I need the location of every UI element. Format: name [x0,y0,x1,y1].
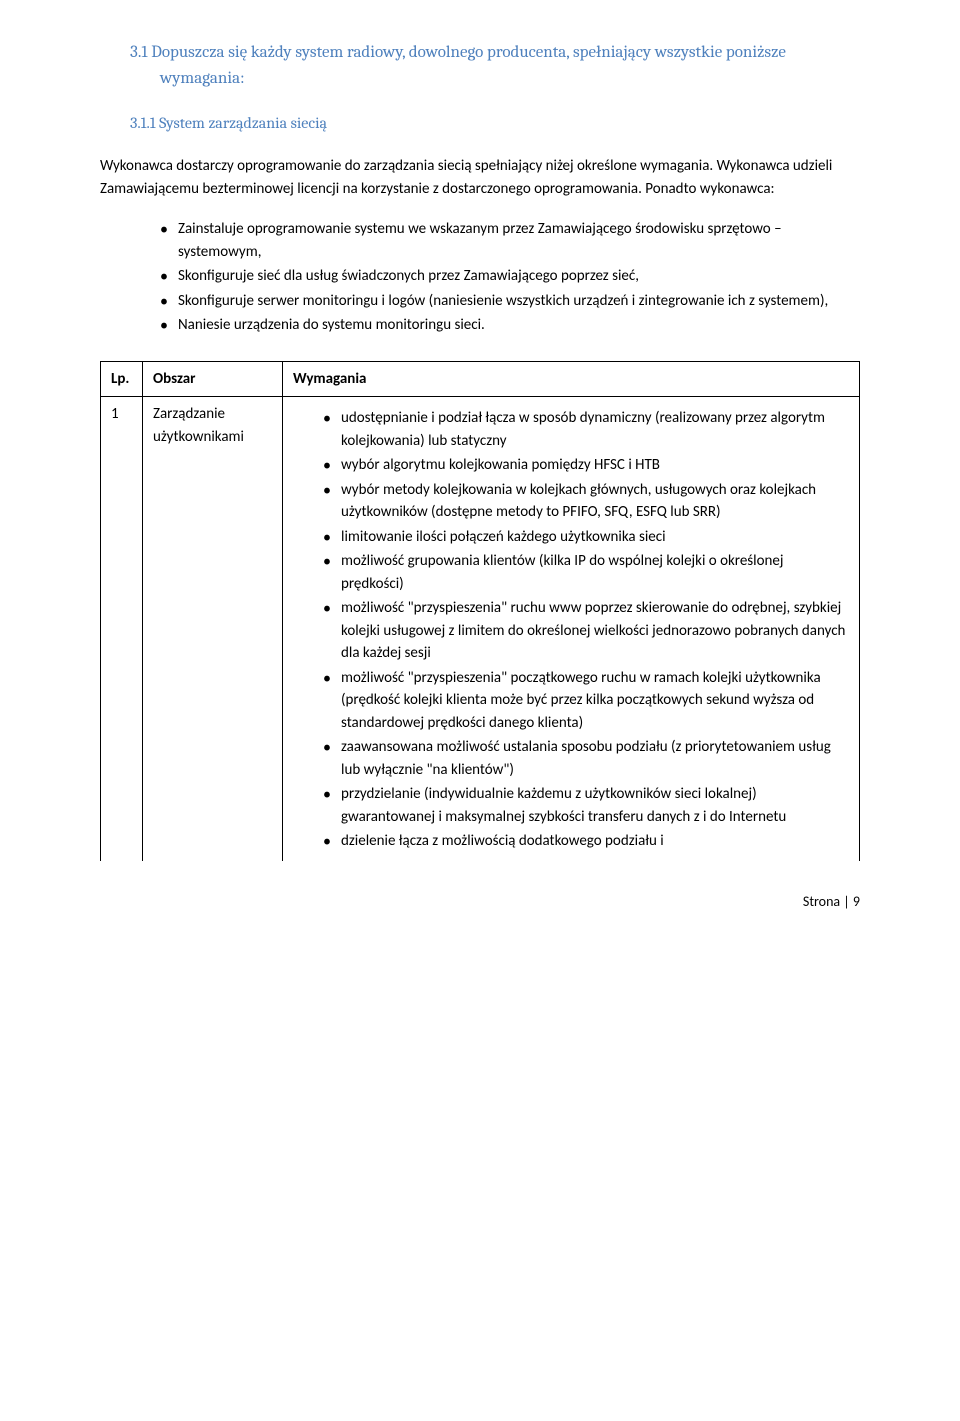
list-item: możliwość "przyspieszenia" początkowego … [323,667,849,735]
table-row: 1 Zarządzanie użytkownikami udostępniani… [101,397,860,861]
table-header-wymagania: Wymagania [283,361,860,397]
requirements-table: Lp. Obszar Wymagania 1 Zarządzanie użytk… [100,361,860,861]
list-item: Skonfiguruje serwer monitoringu i logów … [160,290,860,313]
list-item: Naniesie urządzenia do systemu monitorin… [160,314,860,337]
list-item: możliwość grupowania klientów (kilka IP … [323,550,849,595]
table-cell-area: Zarządzanie użytkownikami [143,397,283,861]
page-footer: Strona | 9 [100,891,860,912]
list-item: Skonfiguruje sieć dla usług świadczonych… [160,265,860,288]
requirements-bullet-list: Zainstaluje oprogramowanie systemu we ws… [160,218,860,337]
list-item: wybór metody kolejkowania w kolejkach gł… [323,479,849,524]
list-item: udostępnianie i podział łącza w sposób d… [323,407,849,452]
list-item: limitowanie ilości połączeń każdego użyt… [323,526,849,549]
list-item: możliwość "przyspieszenia" ruchu www pop… [323,597,849,665]
paragraph-intro: Wykonawca dostarczy oprogramowanie do za… [100,155,860,200]
heading-section-3-1-1: 3.1.1 System zarządzania siecią [100,111,860,135]
list-item: dzielenie łącza z możliwością dodatkoweg… [323,830,849,853]
list-item: przydzielanie (indywidualnie każdemu z u… [323,783,849,828]
table-cell-requirements: udostępnianie i podział łącza w sposób d… [283,397,860,861]
heading-section-3-1: 3.1 Dopuszcza się każdy system radiowy, … [100,40,860,91]
list-item: wybór algorytmu kolejkowania pomiędzy HF… [323,454,849,477]
list-item: zaawansowana możliwość ustalania sposobu… [323,736,849,781]
table-header-row: Lp. Obszar Wymagania [101,361,860,397]
list-item: Zainstaluje oprogramowanie systemu we ws… [160,218,860,263]
table-bullet-list: udostępnianie i podział łącza w sposób d… [323,403,849,853]
table-cell-number: 1 [101,397,143,861]
table-header-lp: Lp. [101,361,143,397]
table-header-obszar: Obszar [143,361,283,397]
